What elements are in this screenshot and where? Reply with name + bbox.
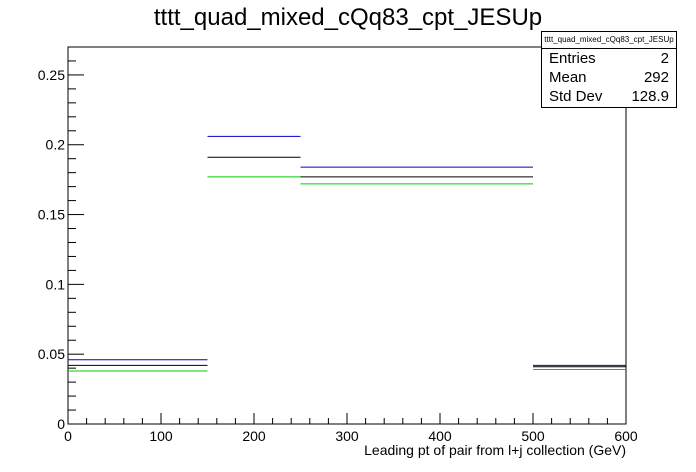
chart-title: tttt_quad_mixed_cQq83_cpt_JESUp: [153, 4, 543, 31]
stats-value: 2: [660, 50, 669, 67]
x-tick-label: 600: [614, 428, 638, 444]
y-tick-label: 0.2: [46, 137, 66, 153]
series-group: [68, 135, 626, 372]
y-tick-label: 0.15: [38, 207, 65, 223]
axis-ticks: 0 100 200 300 400 500 600 0 0.05 0.1 0.15 0.2 0.25: [38, 46, 638, 444]
series-line: [68, 156, 626, 368]
x-tick-label: 200: [242, 428, 266, 444]
x-tick-label: 100: [149, 428, 173, 444]
x-tick-label: 500: [521, 428, 545, 444]
y-tick-label: 0.25: [38, 67, 65, 83]
x-tick-label: 0: [64, 428, 72, 444]
x-tick-label: 400: [428, 428, 452, 444]
y-tick-label: 0.1: [46, 276, 66, 292]
stats-row-stddev: Std Dev 128.9: [542, 87, 676, 106]
stats-row-entries: Entries 2: [542, 49, 676, 68]
x-axis-label: Leading pt of pair from l+j collection (…: [364, 442, 626, 458]
series-line: [68, 176, 626, 372]
y-tick-label: 0: [57, 416, 65, 432]
stats-value: 292: [643, 69, 669, 86]
stats-name: tttt_quad_mixed_cQq83_cpt_JESUp: [542, 32, 676, 49]
series-line: [68, 135, 626, 366]
y-tick-label: 0.05: [38, 346, 65, 362]
stats-label: Std Dev: [549, 88, 603, 105]
stats-label: Mean: [549, 69, 587, 86]
stats-value: 128.9: [631, 88, 669, 105]
x-tick-label: 300: [335, 428, 359, 444]
stats-box: tttt_quad_mixed_cQq83_cpt_JESUp Entries …: [541, 31, 677, 108]
stats-row-mean: Mean 292: [542, 68, 676, 87]
stats-label: Entries: [549, 50, 596, 67]
